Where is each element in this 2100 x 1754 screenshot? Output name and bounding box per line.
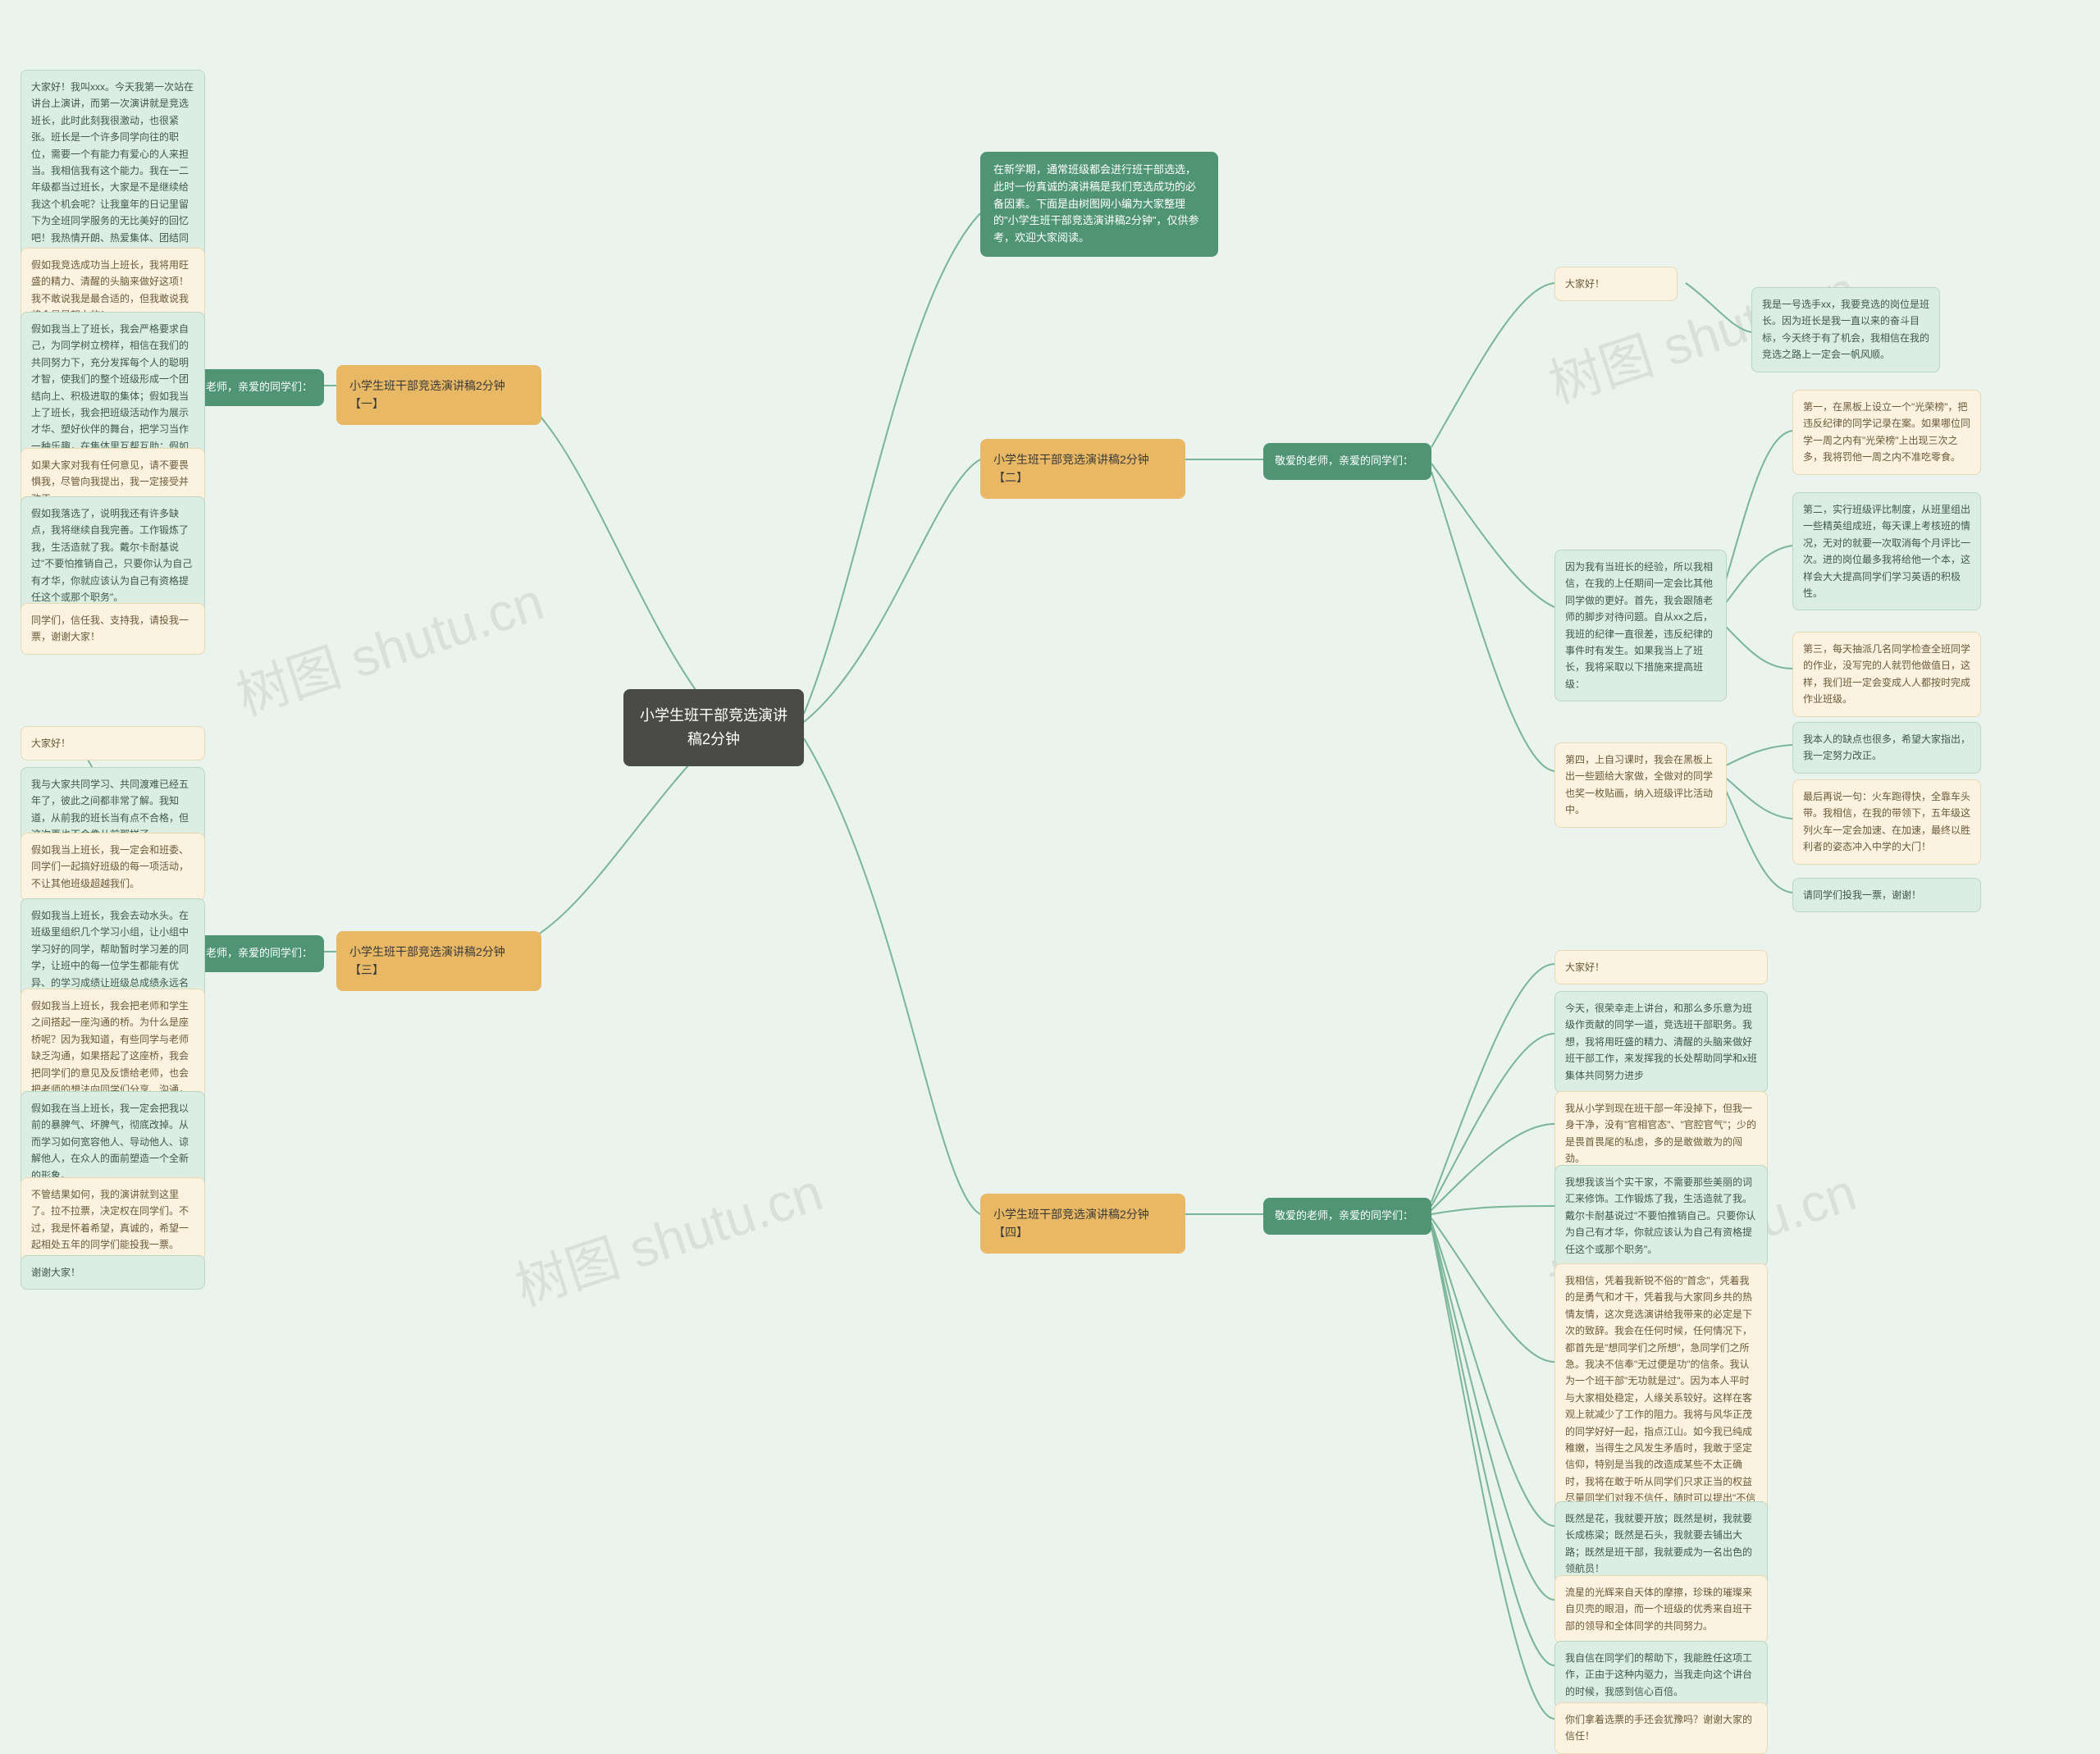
b2-reason: 因为我有当班长的经验，所以我相信，在我的上任期间一定会比其他同学做的更好。首先，…: [1554, 550, 1727, 701]
b2-measure-2: 第三，每天抽派几名同学检查全班同学的作业，没写完的人就罚他做值日，这样，我们班一…: [1792, 632, 1981, 717]
branch-2: 小学生班干部竞选演讲稿2分钟【二】: [980, 439, 1185, 499]
b4-leaf-1: 今天，很荣幸走上讲台，和那么多乐意为班级作贡献的同学一道，竞选班干部职务。我想，…: [1554, 991, 1768, 1093]
b1-leaf-5: 同学们，信任我、支持我，请投我一票，谢谢大家！: [21, 603, 205, 655]
b3-leaf-7: 谢谢大家！: [21, 1255, 205, 1290]
branch-4-sub: 敬爱的老师，亲爱的同学们：: [1263, 1198, 1431, 1235]
b4-leaf-5: 既然是花，我就要开放；既然是树，我就要长成栋梁；既然是石头，我就要去铺出大路；既…: [1554, 1501, 1768, 1587]
watermark: 树图 shutu.cn: [504, 1150, 830, 1320]
b3-leaf-6: 不管结果如何，我的演讲就到这里了。拉不拉票，决定权在同学们。不过，我是怀着希望，…: [21, 1177, 205, 1263]
b4-leaf-0: 大家好！: [1554, 950, 1768, 984]
branch-2-sub: 敬爱的老师，亲爱的同学们：: [1263, 443, 1431, 480]
b4-leaf-7: 我自信在同学们的帮助下，我能胜任这项工作，正由于这种内驱力，当我走向这个讲台的时…: [1554, 1641, 1768, 1709]
branch-2-title: 小学生班干部竞选演讲稿2分钟【二】: [993, 453, 1149, 484]
b4-leaf-2: 我从小学到现在班干部一年没掉下，但我一身干净，没有"官相官态"、"官腔官气"；少…: [1554, 1091, 1768, 1176]
branch-1: 小学生班干部竞选演讲稿2分钟【一】: [336, 365, 541, 425]
branch-2-sub-label: 敬爱的老师，亲爱的同学们：: [1275, 454, 1413, 467]
intro-node: 在新学期，通常班级都会进行班干部选选，此时一份真诚的演讲稿是我们竞选成功的必备因…: [980, 152, 1218, 257]
branch-3-title: 小学生班干部竞选演讲稿2分钟【三】: [349, 945, 505, 976]
branch-4-sub-label: 敬爱的老师，亲爱的同学们：: [1275, 1209, 1413, 1222]
root-title: 小学生班干部竞选演讲稿2分钟: [640, 707, 788, 747]
b2-closing-intro: 第四，上自习课时，我会在黑板上出一些题给大家做，全做对的同学也奖一枚贴画，纳入班…: [1554, 742, 1727, 828]
watermark: 树图 shutu.cn: [226, 560, 551, 729]
branch-1-title: 小学生班干部竞选演讲稿2分钟【一】: [349, 379, 505, 410]
intro-text: 在新学期，通常班级都会进行班干部选选，此时一份真诚的演讲稿是我们竞选成功的必备因…: [993, 163, 1198, 244]
b2-greeting: 大家好！: [1554, 267, 1678, 301]
b2-closing-2: 请同学们投我一票，谢谢！: [1792, 878, 1981, 912]
branch-4: 小学生班干部竞选演讲稿2分钟【四】: [980, 1194, 1185, 1254]
root-node: 小学生班干部竞选演讲稿2分钟: [623, 689, 804, 766]
b3-leaf-0: 大家好！: [21, 726, 205, 761]
b2-closing-0: 我本人的缺点也很多，希望大家指出，我一定努力改正。: [1792, 722, 1981, 774]
b4-leaf-3: 我想我该当个实干家，不需要那些美丽的词汇来修饰。工作锻炼了我，生活造就了我。戴尔…: [1554, 1165, 1768, 1267]
b1-leaf-4: 假如我落选了，说明我还有许多缺点，我将继续自我完善。工作锻炼了我，生活造就了我。…: [21, 496, 205, 614]
b2-measure-1: 第二，实行班级评比制度，从班里组出一些精英组成班，每天课上考核班的情况，无对的就…: [1792, 492, 1981, 610]
branch-4-title: 小学生班干部竞选演讲稿2分钟【四】: [993, 1208, 1149, 1239]
b2-self-intro: 我是一号选手xx，我要竞选的岗位是班长。因为班长是我一直以来的奋斗目标，今天终于…: [1751, 287, 1940, 372]
edge-layer: [0, 0, 2100, 1741]
b2-closing-1: 最后再说一句：火车跑得快，全靠车头带。我相信，在我的带领下，五年级这列火车一定会…: [1792, 779, 1981, 865]
b2-measure-0: 第一，在黑板上设立一个"光荣榜"，把违反纪律的同学记录在案。如果哪位同学一周之内…: [1792, 390, 1981, 475]
branch-3: 小学生班干部竞选演讲稿2分钟【三】: [336, 931, 541, 991]
b3-leaf-2: 假如我当上班长，我一定会和班委、同学们一起搞好班级的每一项活动，不让其他班级超越…: [21, 833, 205, 901]
b4-leaf-8: 你们拿着选票的手还会犹豫吗？谢谢大家的信任！: [1554, 1702, 1768, 1754]
b4-leaf-6: 流星的光辉来自天体的摩擦，珍珠的璀璨来自贝壳的眼泪，而一个班级的优秀来自班干部的…: [1554, 1575, 1768, 1643]
